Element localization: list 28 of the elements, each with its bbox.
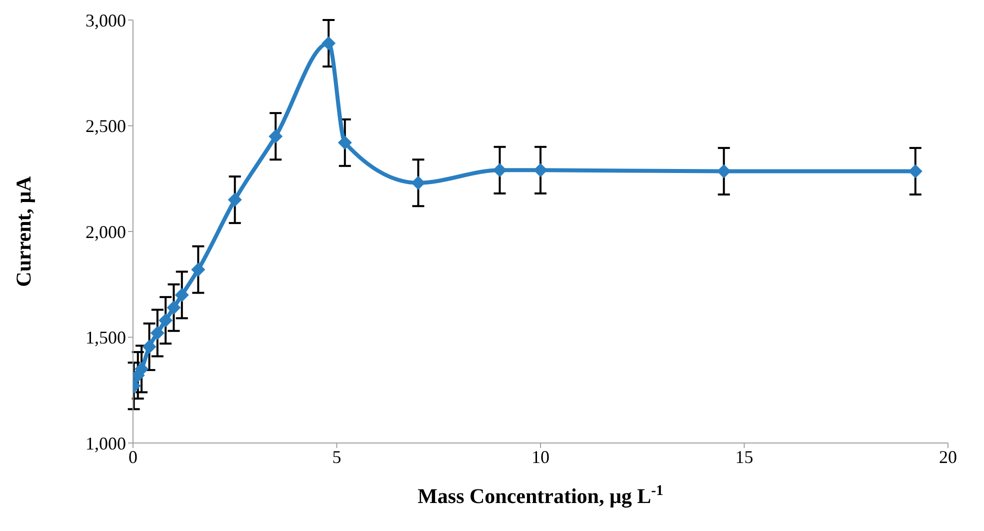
point [150,326,164,340]
x-tick-label: 0 [128,446,138,467]
point [534,163,548,178]
y-tick-label: 3,000 [86,10,126,30]
point [908,164,922,178]
point [492,163,507,178]
point [142,340,156,354]
point [411,176,426,190]
x-tick-label: 15 [735,446,754,467]
x-tick-label: 5 [332,446,342,467]
y-tick-label: 2,000 [86,222,126,242]
point [338,136,352,150]
y-tick-label: 2,500 [86,116,126,136]
point [228,192,242,207]
point [191,262,206,277]
y-tick-label: 1,500 [86,328,126,348]
x-tick-label: 20 [939,446,957,467]
point [174,288,189,302]
x-axis-title: Mass Concentration, μg L$^{-1}$ [418,483,664,508]
y-axis-title: Current, μA [11,175,36,287]
point [716,164,731,178]
point [322,36,336,50]
point [134,362,149,376]
point [158,313,173,328]
x-tick-label: 10 [532,446,550,467]
y-tick-label: 1,000 [86,433,126,454]
point [268,129,283,144]
point [166,300,181,315]
